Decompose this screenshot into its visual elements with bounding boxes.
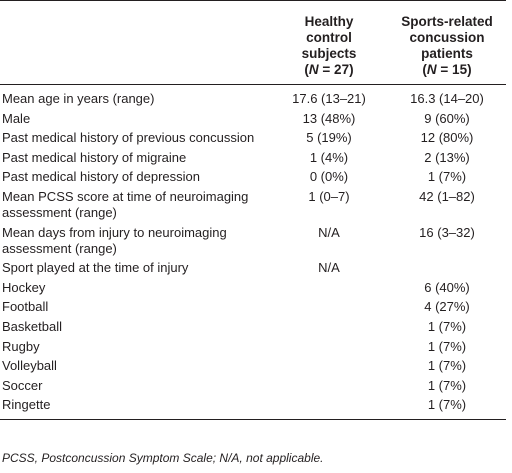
- header-characteristic: [0, 0, 270, 85]
- header-healthy-line1: Healthy: [304, 14, 354, 29]
- row-patients-value: 9 (60%): [424, 110, 470, 126]
- row-label: Past medical history of depression: [2, 169, 200, 185]
- table-row: Past medical history of previous concuss…: [0, 128, 506, 148]
- table-row: Basketball 1 (7%): [0, 317, 506, 337]
- row-patients-value: 2 (13%): [424, 149, 470, 165]
- row-healthy-value: [270, 298, 388, 318]
- row-label: Male: [2, 110, 31, 126]
- header-healthy-n-open: (: [304, 62, 309, 77]
- header-healthy-line2: control: [306, 30, 352, 45]
- row-label: Football: [2, 299, 49, 315]
- row-healthy-value: N/A: [318, 224, 340, 240]
- row-patients-value: 1 (7%): [427, 169, 467, 185]
- header-patients-n: (N = 15): [390, 62, 504, 78]
- row-label: Basketball: [2, 318, 62, 334]
- row-patients-value: 42 (1–82): [419, 188, 475, 204]
- table-row: Soccer 1 (7%): [0, 376, 506, 396]
- row-patients-value: 1 (7%): [427, 318, 467, 334]
- row-patients-value: 4 (27%): [424, 299, 470, 315]
- row-label: Rugby: [2, 338, 40, 354]
- row-healthy-value: 13 (48%): [302, 110, 356, 126]
- row-patients-value: 6 (40%): [424, 279, 470, 295]
- header-patients-line2: concussion: [409, 30, 485, 45]
- demographics-table: Healthy control subjects (N = 27) Sports…: [0, 0, 506, 421]
- header-patients-n-open: (: [422, 62, 427, 77]
- header-healthy-n-rest: = 27): [318, 62, 354, 77]
- row-healthy-value: [270, 376, 388, 396]
- row-label: Past medical history of previous concuss…: [2, 130, 255, 146]
- row-patients-value: 1 (7%): [427, 358, 467, 374]
- row-patients-value: 1 (7%): [388, 395, 506, 421]
- table-body: Mean age in years (range) 17.6 (13–21) 1…: [0, 85, 506, 421]
- table-row: Past medical history of migraine 1 (4%) …: [0, 148, 506, 168]
- row-healthy-value: [270, 278, 388, 298]
- header-patients-line3: patients: [421, 46, 473, 61]
- table-row: Volleyball 1 (7%): [0, 356, 506, 376]
- row-label: Mean age in years (range): [2, 91, 155, 106]
- row-healthy-value: 1 (4%): [309, 149, 349, 165]
- table-row: Football 4 (27%): [0, 298, 506, 318]
- row-label: Volleyball: [2, 358, 57, 374]
- row-patients-value: 16.3 (14–20): [410, 91, 484, 106]
- table-row: Past medical history of depression 0 (0%…: [0, 168, 506, 188]
- header-patients-line1: Sports-related: [401, 14, 493, 29]
- row-label: Hockey: [2, 279, 46, 295]
- header-healthy-line3: subjects: [301, 46, 357, 61]
- demographics-table-container: Healthy control subjects (N = 27) Sports…: [0, 0, 506, 421]
- table-row: Mean age in years (range) 17.6 (13–21) 1…: [0, 85, 506, 109]
- row-label: Sport played at the time of injury: [2, 260, 189, 276]
- header-healthy-controls: Healthy control subjects (N = 27): [270, 0, 388, 85]
- row-label: Soccer: [2, 377, 43, 393]
- table-row: Mean days from injury to neuroimaging as…: [0, 223, 506, 259]
- header-healthy-n-symbol: N: [308, 62, 319, 77]
- header-patients-n-rest: = 15): [436, 62, 472, 77]
- row-healthy-value: N/A: [318, 260, 340, 276]
- row-healthy-value: [270, 337, 388, 357]
- table-row: Mean PCSS score at time of neuroimaging …: [0, 187, 506, 223]
- row-label: Mean days from injury to neuroimaging as…: [2, 224, 227, 256]
- row-healthy-value: 17.6 (13–21): [292, 91, 366, 106]
- row-patients-value: 1 (7%): [427, 377, 467, 393]
- table-row: Ringette 1 (7%): [0, 395, 506, 421]
- header-concussion-patients: Sports-related concussion patients (N = …: [388, 0, 506, 85]
- row-patients-value: 16 (3–32): [419, 224, 475, 240]
- header-patients-n-symbol: N: [426, 62, 437, 77]
- row-healthy-value: 1 (0–7): [308, 188, 350, 204]
- table-footnote: PCSS, Postconcussion Symptom Scale; N/A,…: [2, 451, 324, 465]
- row-healthy-value: [270, 317, 388, 337]
- table-header-row: Healthy control subjects (N = 27) Sports…: [0, 0, 506, 85]
- row-label: Past medical history of migraine: [2, 149, 187, 165]
- row-label: Mean PCSS score at time of neuroimaging …: [2, 188, 249, 220]
- row-healthy-value: 5 (19%): [306, 130, 352, 146]
- header-healthy-n: (N = 27): [272, 62, 386, 78]
- table-row: Hockey 6 (40%): [0, 278, 506, 298]
- row-healthy-value: [270, 356, 388, 376]
- table-row: Rugby 1 (7%): [0, 337, 506, 357]
- row-patients-value: [388, 258, 506, 278]
- row-healthy-value: 0 (0%): [309, 169, 349, 185]
- row-healthy-value: [270, 395, 388, 421]
- table-row: Male 13 (48%) 9 (60%): [0, 109, 506, 129]
- row-patients-value: 1 (7%): [427, 338, 467, 354]
- table-row: Sport played at the time of injury N/A: [0, 258, 506, 278]
- row-label: Ringette: [0, 395, 270, 421]
- row-patients-value: 12 (80%): [420, 130, 474, 146]
